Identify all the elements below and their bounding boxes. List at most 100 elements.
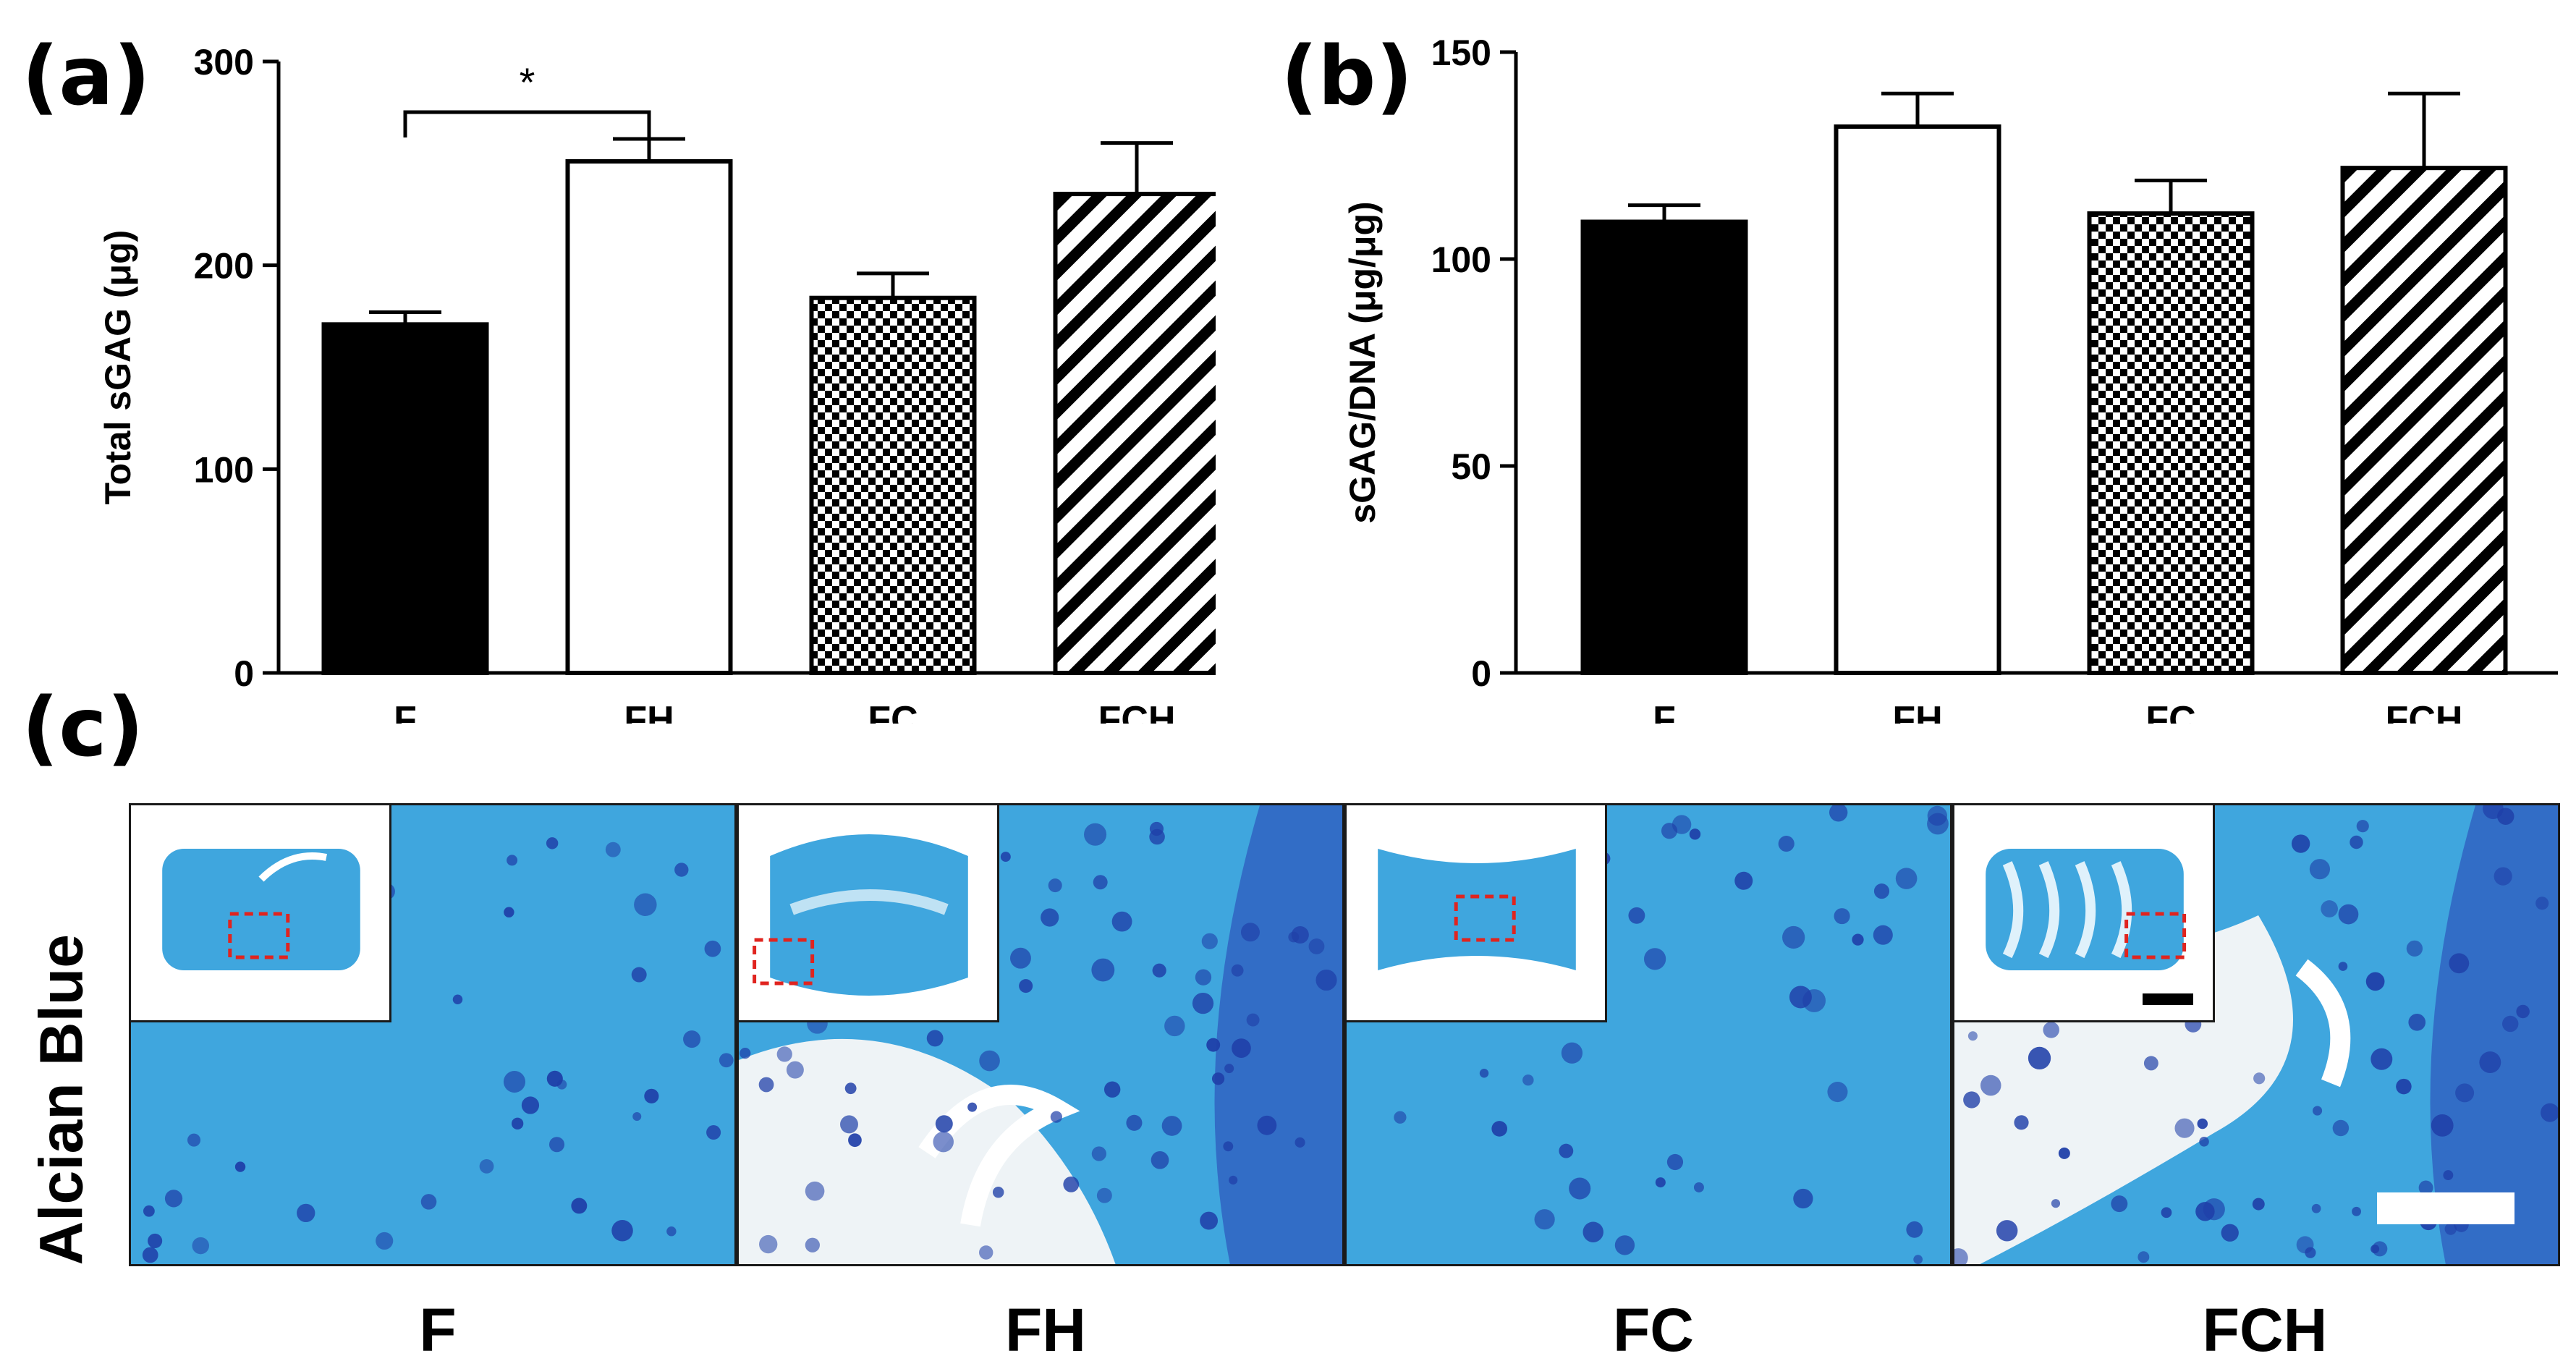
scaffold-section — [770, 834, 968, 996]
y-tick-label: 50 — [1451, 446, 1491, 487]
x-tick-label: FCH — [2386, 699, 2463, 724]
chondrocyte-cell — [683, 1030, 701, 1048]
section-texture — [2075, 861, 2096, 959]
chondrocyte-cell — [1084, 823, 1107, 846]
chondrocyte-cell — [1873, 925, 1893, 945]
chondrocyte-cell — [511, 1117, 524, 1129]
group-label-fh: FH — [1005, 1296, 1086, 1364]
chondrocyte-cell — [2143, 1056, 2158, 1071]
section-fold — [258, 852, 327, 882]
chondrocyte-cell — [2332, 1119, 2350, 1137]
inset-image — [753, 834, 968, 996]
inset-image — [1378, 849, 1576, 970]
chondrocyte-cell — [933, 1131, 954, 1153]
chondrocyte-cell — [546, 1070, 563, 1087]
chondrocyte-cell — [1211, 1072, 1225, 1085]
panel-label-a: (a) — [22, 30, 151, 124]
chondrocyte-cell — [631, 967, 647, 983]
chondrocyte-cell — [2444, 1223, 2457, 1235]
y-axis-label: sGAG/DNA (μg/μg) — [1342, 201, 1383, 523]
chondrocyte-cell — [1195, 969, 1212, 986]
chondrocyte-cell — [1569, 1177, 1591, 1200]
y-tick-label: 0 — [234, 653, 254, 694]
chondrocyte-cell — [546, 837, 559, 849]
y-tick-label: 200 — [194, 246, 254, 287]
chondrocyte-cell — [1906, 1221, 1923, 1238]
chondrocyte-cell — [1522, 1074, 1534, 1086]
chondrocyte-cell — [805, 1237, 820, 1253]
y-tick-label: 100 — [194, 449, 254, 490]
dense-cartilage-region — [1214, 805, 1342, 1264]
overview-inset — [131, 805, 391, 1022]
chondrocyte-cell — [786, 1061, 804, 1079]
chondrocyte-cell — [143, 1205, 155, 1217]
chondrocyte-cell — [1096, 1187, 1112, 1203]
bar-fch — [2340, 166, 2508, 676]
inset-image — [162, 849, 360, 970]
chondrocyte-cell — [1834, 908, 1850, 925]
micrograph-fc — [1344, 803, 1952, 1266]
chondrocyte-cell — [2449, 953, 2470, 974]
chondrocyte-cell — [1394, 1111, 1407, 1124]
chondrocyte-cell — [605, 842, 621, 857]
chondrocyte-cell — [2372, 1241, 2388, 1257]
chondrocyte-cell — [2350, 835, 2363, 849]
chondrocyte-cell — [632, 1111, 642, 1121]
chondrocyte-cell — [234, 1161, 246, 1172]
chondrocyte-cell — [2483, 805, 2504, 819]
chondrocyte-cell — [2014, 1115, 2029, 1130]
chondrocyte-cell — [2058, 1147, 2070, 1159]
chondrocyte-cell — [1734, 871, 1753, 890]
chondrocyte-cell — [549, 1137, 565, 1153]
chondrocyte-cell — [1200, 1211, 1219, 1230]
chondrocyte-cell — [1091, 958, 1115, 982]
chondrocyte-cell — [2443, 1170, 2454, 1181]
chondrocyte-cell — [2535, 897, 2549, 910]
group-label-f: F — [419, 1296, 457, 1364]
chondrocyte-cell — [1655, 1177, 1666, 1188]
chondrocyte-cell — [2111, 1195, 2128, 1213]
chondrocyte-cell — [2252, 1198, 2265, 1211]
panel-label-c: (c) — [22, 681, 144, 775]
scaffold-section — [1378, 849, 1576, 970]
overview-inset — [1347, 805, 1607, 1022]
chondrocyte-cell — [1126, 1114, 1143, 1131]
chondrocyte-cell — [840, 1115, 858, 1134]
chondrocyte-cell — [1672, 815, 1692, 834]
chondrocyte-cell — [1829, 805, 1848, 822]
chondrocyte-cell — [1895, 868, 1918, 889]
chondrocyte-cell — [1614, 1235, 1635, 1255]
section-texture — [789, 889, 949, 915]
chondrocyte-cell — [1802, 989, 1826, 1012]
scaffold-section — [162, 849, 360, 970]
chondrocyte-cell — [1666, 1153, 1684, 1171]
group-label-fc: FC — [1613, 1296, 1694, 1364]
chondrocyte-cell — [2516, 1004, 2530, 1019]
chondrocyte-cell — [148, 1233, 163, 1249]
chondrocyte-cell — [758, 1077, 774, 1093]
chondrocyte-cell — [504, 907, 514, 917]
chondrocyte-cell — [2396, 1078, 2412, 1095]
chondrocyte-cell — [2406, 940, 2423, 957]
chondrocyte-cell — [706, 1125, 721, 1140]
chondrocyte-cell — [611, 1219, 633, 1242]
chondrocyte-cell — [1534, 1209, 1555, 1230]
chondrocyte-cell — [2028, 1046, 2051, 1070]
bar-fh — [1834, 124, 2001, 675]
micrograph-fh — [737, 803, 1344, 1266]
chondrocyte-cell — [992, 1187, 1004, 1198]
x-tick-label: FH — [1892, 699, 1942, 724]
bar-fc — [809, 295, 977, 675]
chondrocyte-cell — [1689, 828, 1701, 840]
chondrocyte-cell — [192, 1237, 209, 1255]
chondrocyte-cell — [1628, 907, 1645, 924]
chondrocyte-cell — [2338, 904, 2359, 925]
chart-a: 0 100 200 300 Total sGAG (μg) F FH FC FCH * — [98, 42, 1216, 724]
chondrocyte-cell — [1152, 963, 1166, 978]
chondrocyte-cell — [1232, 1038, 1251, 1058]
chondrocyte-cell — [2174, 1118, 2195, 1138]
chondrocyte-cell — [142, 1247, 158, 1263]
chondrocyte-cell — [967, 1102, 978, 1112]
chondrocyte-cell — [1913, 1255, 1923, 1264]
section-texture — [2111, 861, 2132, 959]
